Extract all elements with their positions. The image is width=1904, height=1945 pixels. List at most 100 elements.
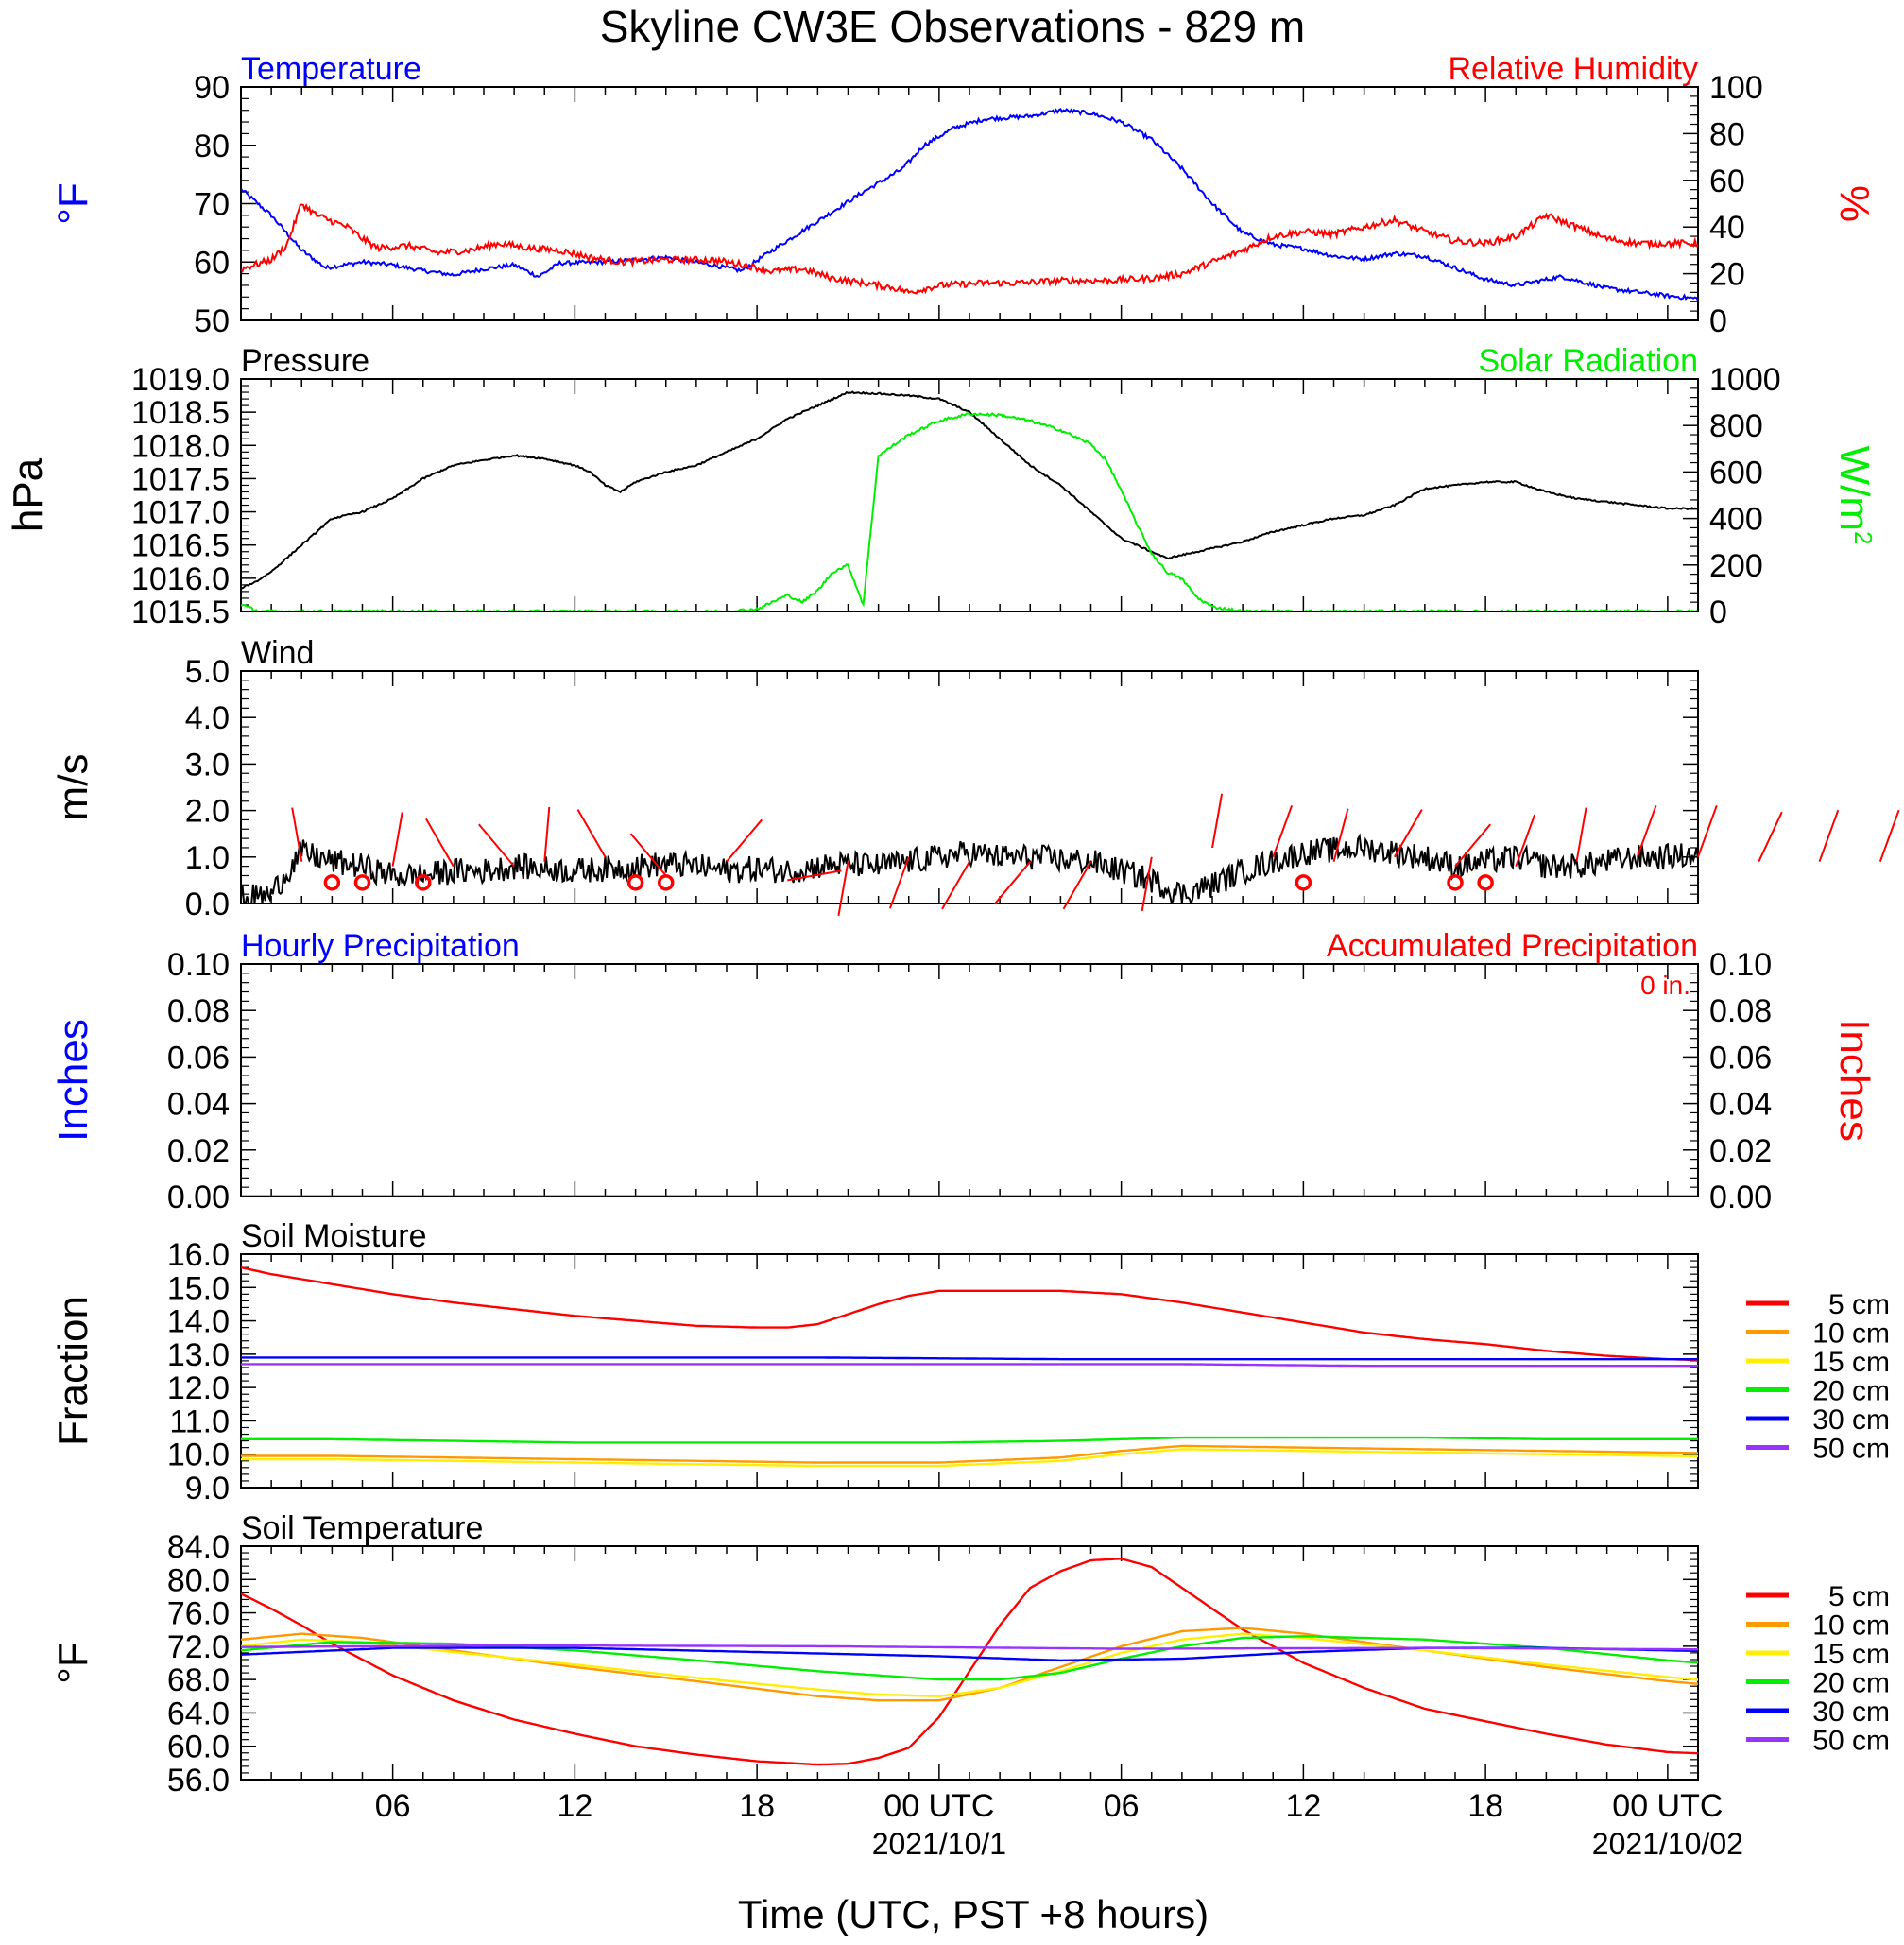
y-tick-label-left: 84.0 xyxy=(167,1529,230,1565)
series-line-pressure xyxy=(241,390,1698,590)
y-tick-label-left: 1017.5 xyxy=(131,461,230,497)
y-axis-label-left: Fraction xyxy=(50,1296,96,1446)
plot-frame xyxy=(240,1545,1699,1781)
series-line-wind xyxy=(241,833,1698,904)
wind-barb xyxy=(1697,804,1718,858)
panel-title-left: Soil Temperature xyxy=(241,1510,483,1546)
calm-marker xyxy=(1477,874,1494,891)
legend-label: 30 cm xyxy=(1812,1696,1890,1728)
series-line-5-cm xyxy=(241,1557,1698,1766)
series-line-10-cm xyxy=(241,1444,1698,1464)
calm-marker xyxy=(415,874,432,891)
y-tick-label-left: 0.08 xyxy=(167,993,230,1029)
wind-barb xyxy=(1211,793,1224,849)
y-tick-label-right: 0.00 xyxy=(1709,1179,1772,1215)
panel-temperature-humidity: 50 60 70 80 90 0 20 40 60 80 100 Temperature Relativ… xyxy=(50,51,1878,339)
plot-frame xyxy=(240,963,1699,1197)
legend-label: 5 cm xyxy=(1828,1581,1890,1612)
y-tick-label-right: 0.02 xyxy=(1709,1133,1772,1169)
y-tick-label-left: 80 xyxy=(194,129,230,164)
series-line-15-cm xyxy=(241,1448,1698,1468)
figure-title: Skyline CW3E Observations - 829 m xyxy=(600,2,1306,51)
calm-marker xyxy=(626,874,644,891)
panel-pressure-solar: 1015.51016.01016.51017.01017.51018.01018… xyxy=(5,343,1878,630)
x-tick-date-label: 2021/10/1 xyxy=(872,1827,1006,1861)
calm-marker xyxy=(1447,874,1464,891)
legend-label: 15 cm xyxy=(1812,1639,1890,1670)
legend-label: 20 cm xyxy=(1812,1376,1890,1407)
y-tick-label-left: 16.0 xyxy=(167,1237,230,1273)
y-tick-label-left: 60.0 xyxy=(167,1730,230,1765)
wind-barb xyxy=(629,833,667,877)
panel-title-left: Wind xyxy=(241,635,314,671)
y-tick-label-left: 60 xyxy=(194,245,230,281)
x-tick-label: 12 xyxy=(1285,1788,1321,1824)
x-tick-label: 06 xyxy=(1104,1788,1140,1824)
y-tick-label-right: 600 xyxy=(1709,455,1763,491)
wind-barb xyxy=(1272,804,1294,858)
panel-title-right: Relative Humidity xyxy=(1448,51,1698,87)
legend-label: 10 cm xyxy=(1812,1318,1890,1350)
y-tick-label-left: 15.0 xyxy=(167,1270,230,1306)
y-tick-label-right: 400 xyxy=(1709,502,1763,538)
series-line-relative-humidity xyxy=(241,202,1698,295)
y-tick-label-left: 2.0 xyxy=(185,794,230,830)
y-tick-label-left: 0.04 xyxy=(167,1087,230,1123)
y-tick-label-right: 800 xyxy=(1709,408,1763,444)
x-tick-date-label: 2021/10/02 xyxy=(1592,1827,1743,1861)
y-tick-label-left: 11.0 xyxy=(169,1403,230,1439)
x-tick-label: 00 UTC xyxy=(1612,1788,1723,1824)
wind-barb xyxy=(1818,809,1840,863)
panel-title-right: Accumulated Precipitation xyxy=(1327,928,1698,964)
y-axis-label-left: °F xyxy=(50,182,96,224)
y-tick-label-left: 0.0 xyxy=(185,886,230,922)
y-tick-label-left: 1018.5 xyxy=(131,395,230,431)
wind-barb xyxy=(1515,814,1536,867)
series-line-30-cm xyxy=(241,1356,1698,1361)
y-tick-label-left: 0.02 xyxy=(167,1133,230,1169)
wind-barb xyxy=(1636,804,1657,858)
wind-barb xyxy=(478,823,515,868)
wind-barb xyxy=(425,818,455,868)
panel-soil-moisture: 9.010.011.012.013.014.015.016.0 Soil Mois… xyxy=(50,1218,1890,1506)
wind-barb xyxy=(1062,861,1092,910)
panel-title-left: Soil Moisture xyxy=(241,1218,427,1254)
x-tick-label: 18 xyxy=(739,1788,775,1824)
x-tick-label: 12 xyxy=(557,1788,592,1824)
wind-barb xyxy=(994,861,1032,904)
y-tick-label-left: 0.00 xyxy=(167,1179,230,1215)
series-group xyxy=(241,833,1698,904)
series-group xyxy=(241,108,1698,302)
panel-title-left: Temperature xyxy=(241,51,421,87)
y-axis-label-left: hPa xyxy=(5,457,51,532)
series-line-50-cm xyxy=(241,1644,1698,1651)
legend-label: 50 cm xyxy=(1812,1726,1890,1757)
y-tick-label-right: 0 xyxy=(1709,594,1727,630)
series-line-15-cm xyxy=(241,1632,1698,1698)
y-axis-label-left: Inches xyxy=(50,1019,96,1142)
series-line-5-cm xyxy=(241,1265,1698,1362)
y-tick-label-left: 50 xyxy=(194,303,230,339)
y-tick-label-right: 40 xyxy=(1709,210,1745,246)
y-tick-label-right: 200 xyxy=(1709,548,1763,584)
y-tick-label-left: 76.0 xyxy=(167,1596,230,1632)
y-tick-label-left: 64.0 xyxy=(167,1695,230,1731)
x-axis-label: Time (UTC, PST +8 hours) xyxy=(738,1892,1209,1936)
calm-marker xyxy=(353,874,371,891)
x-tick-label: 18 xyxy=(1467,1788,1503,1824)
wind-barb xyxy=(941,861,970,910)
wind-barb xyxy=(1454,823,1492,868)
panel-precipitation: 0.00 0.02 0.04 0.06 0.08 0.10 0.00 0.02 0.04 0.06… xyxy=(50,928,1878,1215)
panel-annotation: 0 in. xyxy=(1640,971,1690,1000)
calm-marker xyxy=(323,874,341,891)
y-tick-label-right: 0.06 xyxy=(1709,1040,1772,1076)
y-axis-label-right: Inches xyxy=(1831,1019,1878,1142)
y-tick-label-left: 4.0 xyxy=(185,700,230,736)
wind-barb xyxy=(543,806,551,862)
y-tick-label-left: 1017.0 xyxy=(131,495,230,531)
y-tick-label-right: 80 xyxy=(1709,116,1745,152)
y-axis-label-right: W/m2 xyxy=(1831,446,1878,545)
y-tick-label-right: 20 xyxy=(1709,257,1745,293)
y-tick-label-right: 60 xyxy=(1709,164,1745,199)
